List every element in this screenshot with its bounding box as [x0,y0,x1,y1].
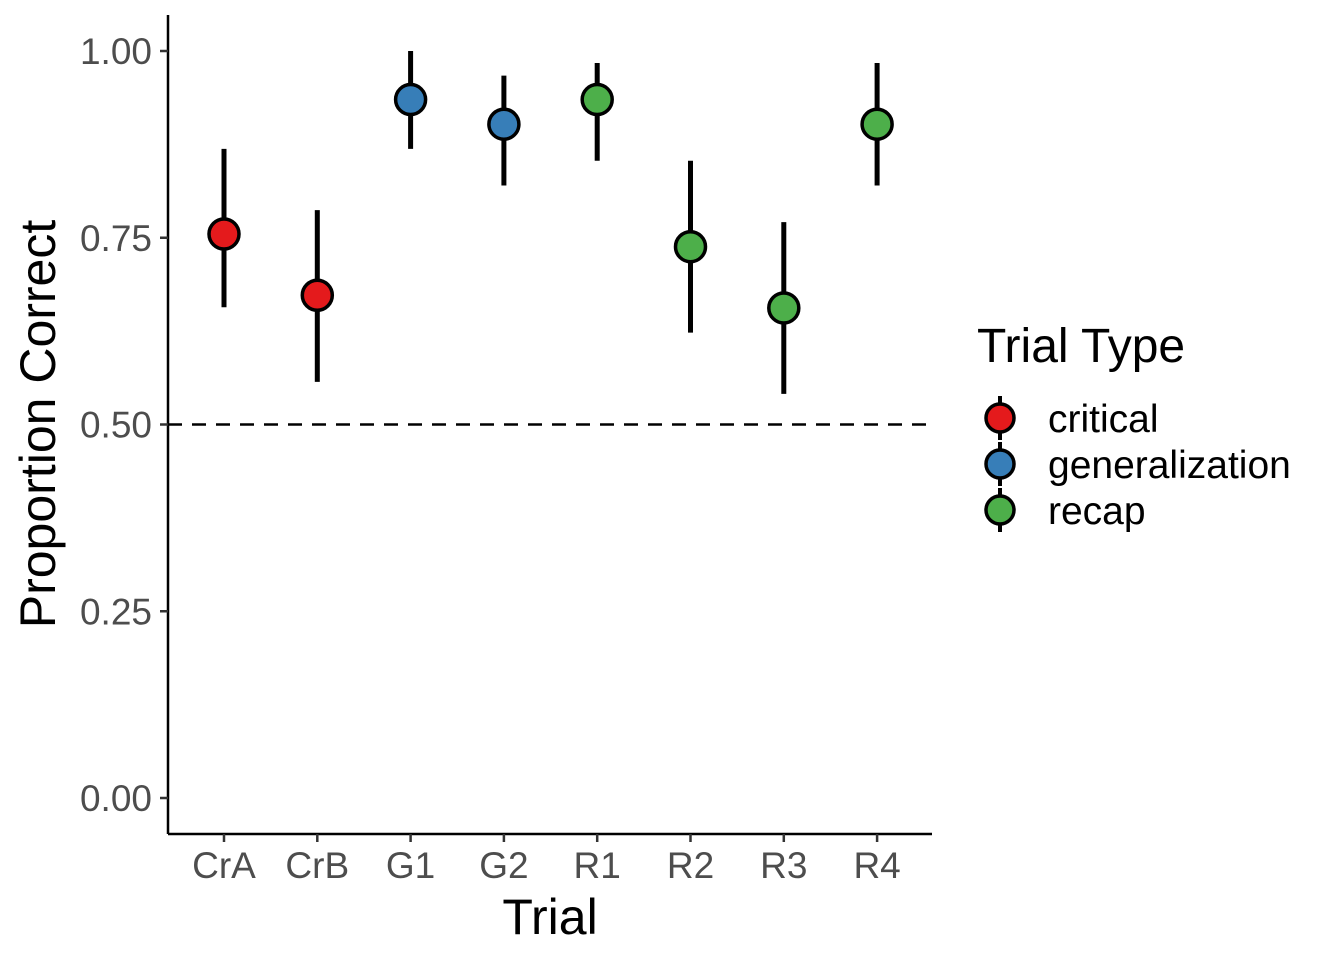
legend-label: recap [1048,490,1146,533]
legend-swatch [984,494,1016,526]
y-axis-title: Proportion Correct [10,220,66,629]
x-tick-label: G1 [386,845,435,886]
y-tick-label: 1.00 [80,31,152,72]
y-tick-label: 0.50 [80,405,152,446]
y-tick-label: 0.75 [80,218,152,259]
x-tick-label: G2 [479,845,528,886]
x-tick-label: CrA [192,845,256,886]
axes: Trial Proportion Correct 0.00 0.25 0.50 0.7… [10,15,932,945]
data-point [767,291,801,325]
legend-title: Trial Type [977,320,1185,373]
legend-item-recap: recap [984,488,1146,533]
data-point [207,217,241,251]
x-tick-label: R1 [574,845,621,886]
plot-area [168,51,932,426]
x-tick-label: R4 [853,845,900,886]
y-tick-label: 0.25 [80,591,152,632]
legend-label: critical [1048,398,1159,441]
legend-label: generalization [1048,444,1291,487]
x-tick-label: CrB [285,845,349,886]
y-tick-label: 0.00 [80,778,152,819]
data-point [673,229,708,264]
data-point [300,278,335,313]
data-point [860,107,894,141]
legend-swatch [984,402,1016,434]
x-axis-title: Trial [502,889,597,945]
x-tick-label: R2 [667,845,714,886]
data-point [580,82,614,117]
legend-swatch [984,448,1016,480]
legend-item-generalization: generalization [984,442,1291,487]
data-point [487,107,521,141]
legend-item-critical: critical [984,396,1159,441]
x-tick-label: R3 [760,845,807,886]
data-point [393,82,428,117]
